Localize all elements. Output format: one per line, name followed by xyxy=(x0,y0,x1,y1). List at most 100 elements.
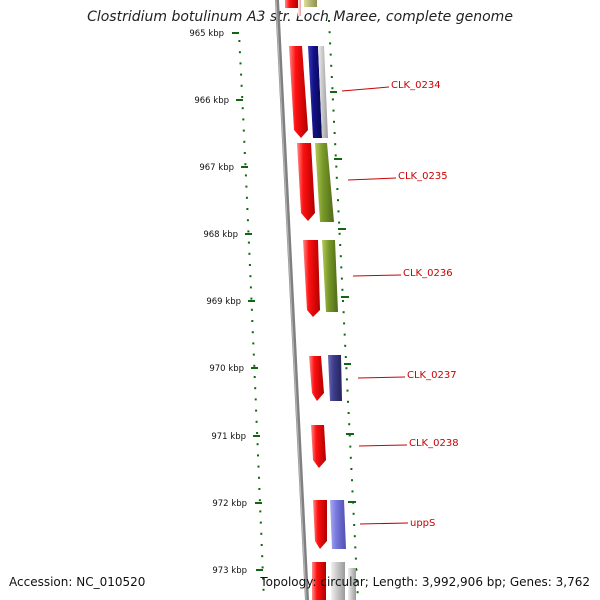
outer-minor-tick xyxy=(354,557,357,560)
outer-minor-tick xyxy=(345,378,348,381)
ruler-minor-tick xyxy=(259,510,262,513)
outer-minor-tick xyxy=(329,42,332,45)
gene-feature-clk-0235 xyxy=(297,143,334,222)
ruler-minor-tick xyxy=(253,376,256,378)
outer-minor-tick xyxy=(335,165,338,168)
gene-label-clk-0237: CLK_0237 xyxy=(407,370,457,381)
gene-label-clk-0235: CLK_0235 xyxy=(398,171,448,182)
ruler-minor-tick xyxy=(252,353,255,356)
genome-backbone xyxy=(275,0,309,600)
ruler-minor-tick xyxy=(256,443,259,446)
outer-minor-tick xyxy=(348,423,351,426)
genome-title: Clostridium botulinum A3 str. Loch Maree… xyxy=(87,9,513,25)
outer-minor-tick xyxy=(329,53,332,56)
outer-minor-tick xyxy=(350,468,353,470)
ruler-minor-tick xyxy=(255,409,258,412)
ruler-minor-tick xyxy=(249,286,252,289)
ruler-minor-tick xyxy=(245,185,248,188)
ruler-minor-tick xyxy=(252,342,255,345)
outer-minor-tick xyxy=(339,255,342,258)
ruler-minor-tick xyxy=(241,96,244,98)
kbp-tick-label: 973 kbp xyxy=(212,566,247,576)
gene-feature-clk-0236 xyxy=(303,240,338,317)
outer-minor-tick xyxy=(328,31,331,34)
ruler-minor-tick xyxy=(260,532,263,535)
gene-label-clk-0234: CLK_0234 xyxy=(391,80,441,91)
gene-feature-clk-0238 xyxy=(311,425,326,468)
outer-minor-tick xyxy=(347,400,349,403)
gene-label-clk-0238: CLK_0238 xyxy=(409,438,459,449)
ruler-minor-tick xyxy=(243,140,246,143)
accession-text: Accession: NC_010520 xyxy=(9,575,146,589)
ruler-minor-tick xyxy=(258,476,260,479)
gene-feature-upps xyxy=(313,500,346,549)
gene-feature-bottom xyxy=(312,562,356,600)
leader-line xyxy=(352,274,402,277)
ruler-minor-tick xyxy=(244,174,247,177)
ruler-minor-tick xyxy=(241,107,244,110)
ruler-minor-tick xyxy=(239,62,242,65)
outer-minor-tick xyxy=(331,98,334,101)
ruler-minor-ticks xyxy=(238,20,359,594)
ruler-minor-tick xyxy=(255,420,258,423)
outer-minor-tick xyxy=(344,344,347,347)
ruler-minor-tick xyxy=(262,577,265,580)
outer-minor-tick xyxy=(356,580,358,582)
ruler-minor-tick xyxy=(251,331,254,334)
kbp-tick-label: 971 kbp xyxy=(211,432,246,442)
kbp-tick-label: 969 kbp xyxy=(206,297,241,307)
kbp-tick-label: 967 kbp xyxy=(199,163,234,173)
genome-backbone-highlight xyxy=(275,0,307,600)
leader-line xyxy=(341,86,390,92)
ruler-minor-tick xyxy=(238,51,241,54)
ruler-minor-tick xyxy=(247,241,250,244)
ruler-minor-tick xyxy=(250,297,253,300)
outer-minor-tick xyxy=(340,266,343,269)
outer-minor-tick xyxy=(353,524,356,526)
outer-minor-tick xyxy=(349,456,352,459)
outer-minor-tick xyxy=(330,64,333,67)
ruler-minor-tick xyxy=(247,230,250,233)
outer-minor-tick xyxy=(344,356,347,358)
outer-minor-tick xyxy=(343,333,346,336)
ruler-minor-tick xyxy=(261,555,264,558)
gene-labels: CLK_0234 CLK_0235 CLK_0236 CLK_0237 CLK_… xyxy=(341,80,459,529)
outer-minor-tick xyxy=(340,277,343,280)
outer-minor-tick xyxy=(341,288,344,291)
ruler-minor-tick xyxy=(244,163,247,166)
kbp-tick-label: 972 kbp xyxy=(212,499,247,509)
ruler-minor-tick xyxy=(256,432,259,434)
gene-feature-top xyxy=(285,0,317,16)
outer-minor-tick xyxy=(342,311,345,314)
outer-minor-tick xyxy=(356,591,359,594)
outer-minor-tick xyxy=(338,221,341,224)
outer-minor-tick xyxy=(334,143,337,146)
ruler-minor-tick xyxy=(258,488,261,490)
outer-minor-tick xyxy=(347,412,350,414)
gene-label-upps: uppS xyxy=(410,518,435,529)
leader-line xyxy=(358,444,408,447)
outer-minor-tick xyxy=(328,20,330,22)
outer-minor-tick xyxy=(345,367,348,370)
ruler-minor-tick xyxy=(248,264,251,266)
outer-minor-tick xyxy=(330,76,333,78)
outer-minor-tick xyxy=(332,109,335,112)
outer-minor-tick xyxy=(334,154,337,157)
gene-feature-clk-0234 xyxy=(289,46,328,138)
outer-minor-tick xyxy=(348,434,351,437)
outer-minor-tick xyxy=(343,322,346,325)
kbp-tick-label: 970 kbp xyxy=(209,364,244,374)
outer-minor-tick xyxy=(351,490,354,493)
kbp-tick-label: 965 kbp xyxy=(189,29,224,39)
kbp-tick-label: 966 kbp xyxy=(194,96,229,106)
outer-minor-tick xyxy=(353,535,356,538)
ruler-minor-tick xyxy=(238,40,241,42)
ruler-minor-tick xyxy=(249,275,252,278)
ruler-minor-tick xyxy=(259,521,262,524)
leader-line xyxy=(359,522,409,525)
outer-minor-tick xyxy=(335,176,338,179)
outer-minor-tick xyxy=(333,120,335,123)
outer-minor-tick xyxy=(339,244,342,246)
outer-minor-tick xyxy=(333,132,336,134)
ruler-minor-tick xyxy=(242,118,245,121)
